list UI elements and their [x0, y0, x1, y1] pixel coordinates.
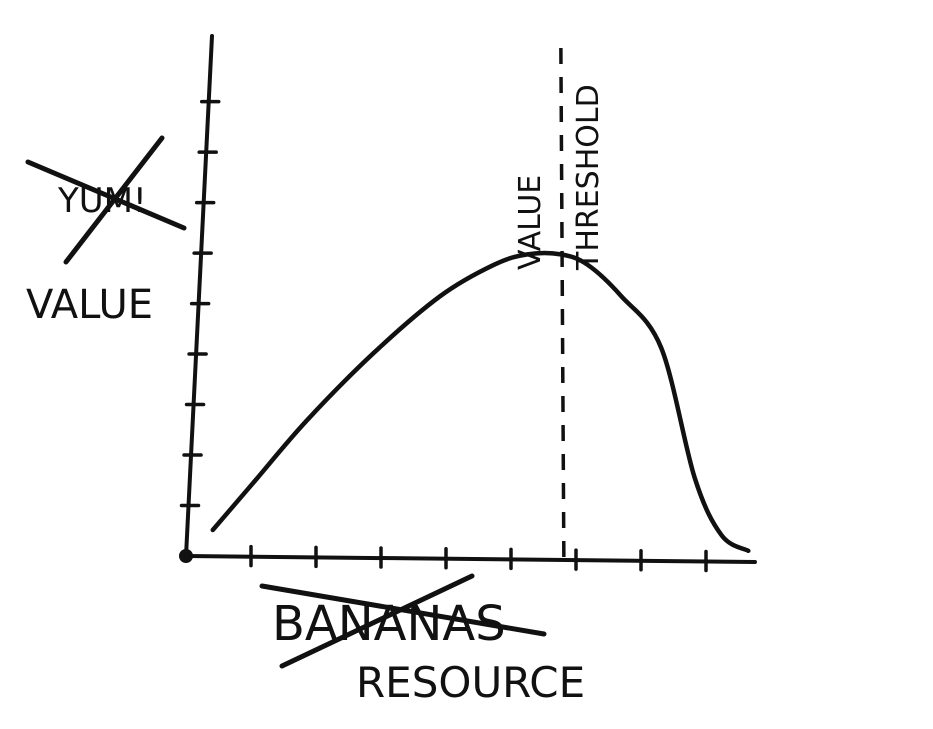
origin-dot	[179, 549, 193, 563]
threshold-label-threshold: THRESHOLD	[571, 84, 606, 271]
ylabel-strike-1	[25, 159, 187, 231]
xlabel-strike-2	[279, 573, 475, 669]
y-tick-group	[179, 99, 221, 508]
x-tick-group	[249, 544, 708, 573]
ylabel: VALUE	[26, 282, 153, 328]
ylabel-strike-2	[63, 135, 165, 265]
y-axis	[184, 34, 214, 558]
xlabel: RESOURCE	[356, 658, 585, 707]
value-threshold-line	[559, 47, 566, 561]
series-line	[210, 250, 751, 554]
x-axis	[184, 554, 757, 564]
